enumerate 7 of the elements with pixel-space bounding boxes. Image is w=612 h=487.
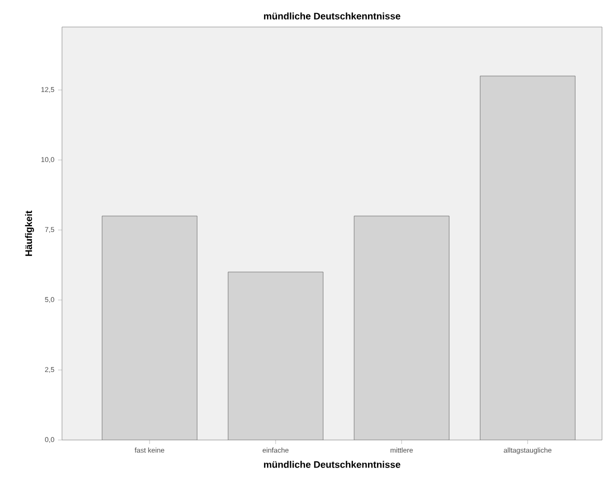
bar — [228, 272, 324, 440]
x-axis-title: mündliche Deutschkenntnisse — [264, 460, 400, 468]
chart-title: mündliche Deutschkenntnisse — [264, 12, 400, 20]
y-axis-title: Häufigkeit — [25, 210, 34, 256]
bar — [102, 216, 198, 440]
bar — [354, 216, 450, 440]
bar — [480, 76, 576, 440]
